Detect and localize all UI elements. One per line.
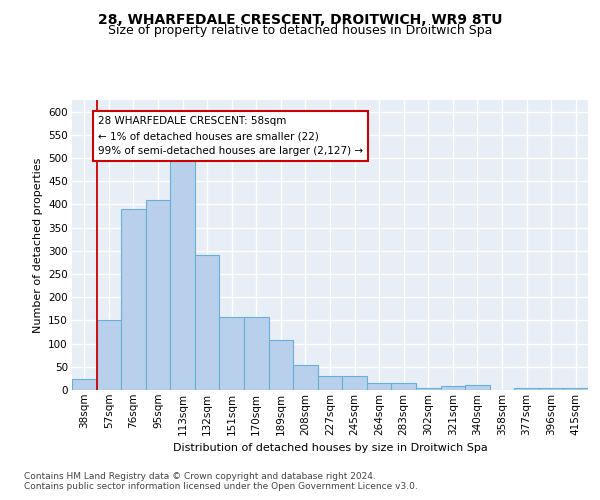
Bar xyxy=(514,388,539,390)
Bar xyxy=(539,388,563,390)
Bar xyxy=(97,320,121,390)
Text: Size of property relative to detached houses in Droitwich Spa: Size of property relative to detached ho… xyxy=(108,24,492,37)
Bar xyxy=(563,388,588,390)
Bar xyxy=(367,382,391,390)
Bar xyxy=(465,386,490,390)
Text: 28, WHARFEDALE CRESCENT, DROITWICH, WR9 8TU: 28, WHARFEDALE CRESCENT, DROITWICH, WR9 … xyxy=(98,12,502,26)
Bar xyxy=(440,386,465,390)
Bar xyxy=(318,376,342,390)
Bar xyxy=(72,380,97,390)
Bar xyxy=(195,256,220,390)
Bar xyxy=(269,340,293,390)
Bar xyxy=(244,316,269,390)
Bar xyxy=(146,200,170,390)
Bar xyxy=(416,388,440,390)
Y-axis label: Number of detached properties: Number of detached properties xyxy=(32,158,43,332)
Text: 28 WHARFEDALE CRESCENT: 58sqm
← 1% of detached houses are smaller (22)
99% of se: 28 WHARFEDALE CRESCENT: 58sqm ← 1% of de… xyxy=(98,116,363,156)
Bar xyxy=(170,158,195,390)
X-axis label: Distribution of detached houses by size in Droitwich Spa: Distribution of detached houses by size … xyxy=(173,443,487,453)
Text: Contains HM Land Registry data © Crown copyright and database right 2024.: Contains HM Land Registry data © Crown c… xyxy=(24,472,376,481)
Bar xyxy=(293,366,318,390)
Text: Contains public sector information licensed under the Open Government Licence v3: Contains public sector information licen… xyxy=(24,482,418,491)
Bar xyxy=(391,382,416,390)
Bar xyxy=(342,376,367,390)
Bar xyxy=(220,316,244,390)
Bar xyxy=(121,209,146,390)
